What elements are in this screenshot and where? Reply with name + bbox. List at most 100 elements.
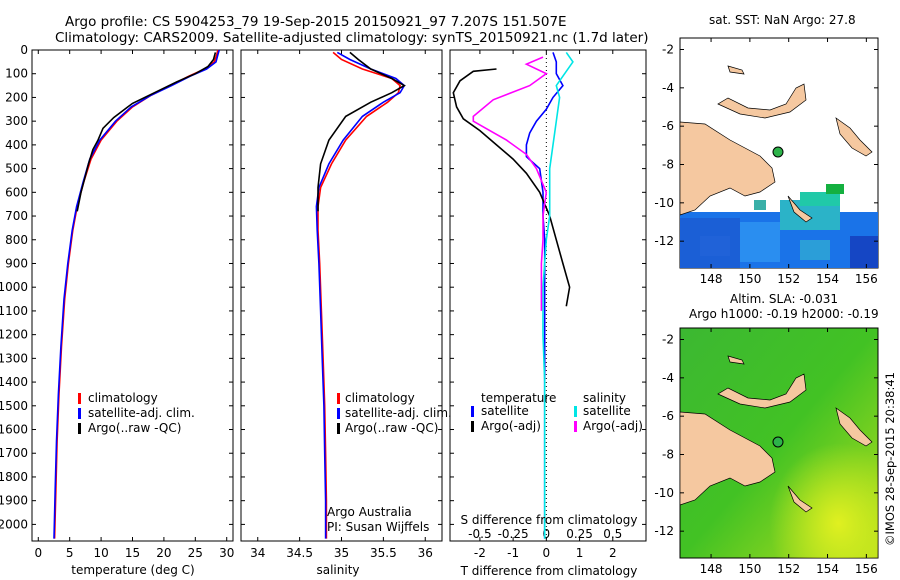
x-tick-label: 36 bbox=[418, 546, 433, 560]
difference-panel-frame bbox=[449, 49, 647, 542]
sst-map-ticks: 148 150 152 154 156 -2 -4 -6 -8 -10 -12 bbox=[654, 38, 878, 286]
x-tick-label: 30 bbox=[219, 546, 234, 560]
float-position-marker bbox=[772, 146, 784, 158]
map-x-tick-label: 152 bbox=[777, 562, 800, 576]
series-line-climatology bbox=[317, 51, 401, 539]
legend-label-s-satellite: satellite bbox=[583, 404, 631, 418]
map-y-tick-label: -8 bbox=[662, 448, 674, 462]
x-top-tick-label: -0.25 bbox=[498, 527, 529, 541]
legend-label-s-argo: Argo(-adj) bbox=[583, 419, 643, 433]
legend-swatch-argo bbox=[337, 423, 340, 434]
map-x-tick-label: 154 bbox=[816, 562, 839, 576]
sla-map-title-line-1: Altim. SLA: -0.031 bbox=[730, 292, 838, 306]
legend-label-argo: Argo(..raw -QC) bbox=[345, 421, 438, 435]
series-line-climatology bbox=[53, 49, 219, 539]
credit-line-1: Argo Australia bbox=[327, 505, 412, 519]
legend-label-satellite: satellite-adj. clim. bbox=[345, 406, 452, 420]
legend-label-satellite: satellite-adj. clim. bbox=[88, 406, 195, 420]
sst-land bbox=[679, 65, 873, 223]
salinity-legend: climatology satellite-adj. clim. Argo(..… bbox=[327, 391, 452, 534]
difference-axis-title-bottom: T difference from climatology bbox=[460, 564, 638, 578]
salinity-axis-title: salinity bbox=[316, 563, 359, 577]
y-tick-label: 2000 bbox=[0, 517, 28, 531]
x-top-tick-label: -0.5 bbox=[468, 527, 491, 541]
y-tick-label: 400 bbox=[5, 138, 28, 152]
y-tick-label: 1100 bbox=[0, 304, 28, 318]
map-y-tick-label: -6 bbox=[662, 409, 674, 423]
map-x-tick-label: 148 bbox=[700, 272, 723, 286]
difference-axis-title-top: S difference from climatology bbox=[461, 513, 638, 527]
legend-label-t-satellite: satellite bbox=[481, 404, 529, 418]
map-x-tick-label: 156 bbox=[855, 272, 878, 286]
x-tick-label: 20 bbox=[156, 546, 171, 560]
legend-label-argo: Argo(..raw -QC) bbox=[88, 421, 181, 435]
map-x-tick-label: 150 bbox=[738, 272, 761, 286]
x-top-tick-label: 0.25 bbox=[566, 527, 593, 541]
map-y-tick-label: -6 bbox=[662, 119, 674, 133]
legend-header-salinity: salinity bbox=[583, 391, 626, 405]
map-x-tick-label: 148 bbox=[700, 562, 723, 576]
y-tick-label: 1600 bbox=[0, 423, 28, 437]
x-tick-label: -2 bbox=[474, 546, 486, 560]
x-tick-label: 10 bbox=[93, 546, 108, 560]
sst-map-title: sat. SST: NaN Argo: 27.8 bbox=[709, 13, 856, 27]
x-tick-label: 2 bbox=[609, 546, 617, 560]
legend-label-climatology: climatology bbox=[345, 391, 415, 405]
legend-swatch-s-satellite bbox=[574, 406, 577, 417]
sla-map: 148 150 152 154 156 -2 -4 -6 -8 -10 -12 bbox=[654, 327, 879, 576]
y-tick-label: 1200 bbox=[0, 328, 28, 342]
x-tick-label: -1 bbox=[507, 546, 519, 560]
y-tick-label: 700 bbox=[5, 209, 28, 223]
y-tick-label: 1700 bbox=[0, 446, 28, 460]
x-top-tick-label: 0.5 bbox=[603, 527, 622, 541]
y-tick-label: 200 bbox=[5, 90, 28, 104]
series-line-satellite-adj-clim bbox=[315, 51, 406, 539]
y-tick-label: 1900 bbox=[0, 494, 28, 508]
x-tick-label: 1 bbox=[576, 546, 584, 560]
map-y-tick-label: -12 bbox=[654, 524, 674, 538]
x-tick-label: 5 bbox=[66, 546, 74, 560]
y-tick-label: 500 bbox=[5, 162, 28, 176]
legend-swatch-satellite bbox=[78, 408, 81, 419]
sla-map-title-line-2: Argo h1000: -0.19 h2000: -0.19 bbox=[689, 307, 879, 321]
imos-timestamp: ©IMOS 28-Sep-2015 20:38:41 bbox=[883, 372, 897, 546]
legend-swatch-climatology bbox=[337, 393, 340, 404]
map-y-tick-label: -4 bbox=[662, 81, 674, 95]
x-tick-label: 35 bbox=[334, 546, 349, 560]
y-tick-label: 600 bbox=[5, 185, 28, 199]
y-tick-label: 1800 bbox=[0, 470, 28, 484]
temperature-axis-title: temperature (deg C) bbox=[71, 563, 194, 577]
sla-map-ticks: 148 150 152 154 156 -2 -4 -6 -8 -10 -12 bbox=[654, 328, 878, 576]
sla-land bbox=[679, 355, 873, 513]
map-y-tick-label: -2 bbox=[662, 43, 674, 57]
title-line-2: Climatology: CARS2009. Satellite-adjuste… bbox=[55, 30, 648, 46]
series-line-satellite-adj-clim bbox=[53, 49, 220, 539]
series-line-s-satellite bbox=[542, 51, 574, 539]
y-tick-label: 800 bbox=[5, 233, 28, 247]
x-tick-label: 15 bbox=[125, 546, 140, 560]
map-x-tick-label: 154 bbox=[816, 272, 839, 286]
float-position-marker bbox=[772, 436, 784, 448]
temperature-panel-frame bbox=[31, 49, 234, 542]
map-y-tick-label: -2 bbox=[662, 333, 674, 347]
map-y-tick-label: -10 bbox=[654, 486, 674, 500]
y-tick-label: 0 bbox=[20, 43, 28, 57]
credit-line-2: PI: Susan Wijffels bbox=[327, 520, 429, 534]
salinity-plot: 34 34.5 35 35.5 36 bbox=[241, 49, 442, 560]
x-tick-label: 35.5 bbox=[370, 546, 397, 560]
y-tick-label: 100 bbox=[5, 67, 28, 81]
legend-swatch-s-argo bbox=[574, 421, 577, 432]
series-line-t-argo-adj bbox=[452, 68, 571, 307]
series-line-argo-raw-qc bbox=[76, 52, 217, 212]
x-tick-label: 0 bbox=[543, 546, 551, 560]
map-y-tick-label: -8 bbox=[662, 158, 674, 172]
sst-pixels bbox=[680, 184, 878, 268]
y-tick-label: 900 bbox=[5, 256, 28, 270]
map-x-tick-label: 156 bbox=[855, 562, 878, 576]
temperature-plot: 0100200300400500600700800900100011001200… bbox=[0, 43, 234, 560]
x-tick-label: 34.5 bbox=[286, 546, 313, 560]
title-line-1: Argo profile: CS 5904253_79 19-Sep-2015 … bbox=[65, 14, 567, 30]
temperature-legend: climatology satellite-adj. clim. Argo(..… bbox=[78, 391, 195, 435]
legend-swatch-climatology bbox=[78, 393, 81, 404]
